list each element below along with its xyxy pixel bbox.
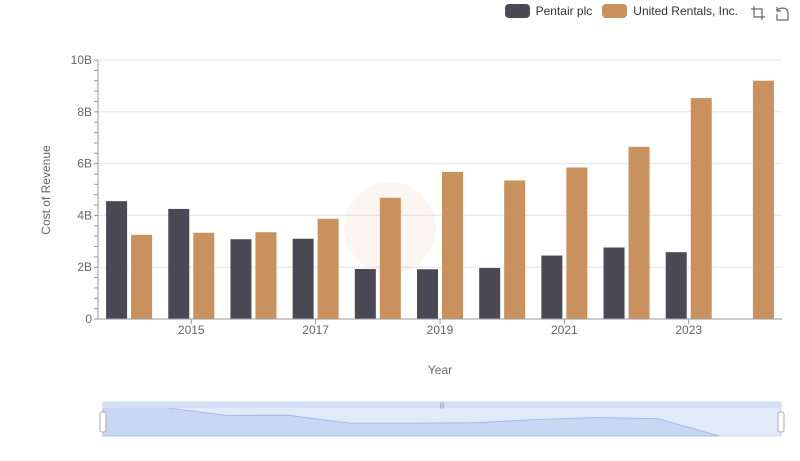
bar-pentair-2017[interactable] bbox=[292, 238, 314, 319]
y-tick-label: 10B bbox=[71, 53, 92, 67]
data-zoom-preview bbox=[102, 405, 720, 437]
bar-pentair-2020[interactable] bbox=[479, 267, 501, 319]
y-axis: 0 2B 4B 6B 8B 10B bbox=[71, 53, 99, 326]
legend-label-pentair: Pentair plc bbox=[535, 4, 593, 18]
legend-swatch-united-rentals bbox=[602, 4, 628, 18]
bar-united-rentals-2019[interactable] bbox=[442, 171, 463, 319]
zoom-area-icon[interactable] bbox=[750, 5, 766, 21]
bar-chart: 0 2B 4B 6B 8B 10B 2015 2017 2019 2021 2023 Cost o… bbox=[39, 53, 782, 377]
bar-pentair-2016[interactable] bbox=[230, 239, 252, 319]
bar-united-rentals-2023[interactable] bbox=[690, 98, 712, 319]
bar-pentair-2018[interactable] bbox=[354, 269, 376, 319]
x-axis-title: Year bbox=[428, 363, 452, 377]
x-tick-label: 2015 bbox=[178, 323, 205, 337]
data-zoom-grip-icon: ||| bbox=[440, 403, 445, 409]
legend-item-united-rentals[interactable]: United Rentals, Inc. bbox=[602, 4, 738, 18]
bar-pentair-2019[interactable] bbox=[417, 269, 438, 319]
bar-united-rentals-2015[interactable] bbox=[193, 232, 215, 319]
bars bbox=[106, 80, 774, 319]
data-zoom-handle-left[interactable] bbox=[99, 411, 107, 433]
y-tick-label: 2B bbox=[77, 260, 92, 274]
bar-pentair-2021[interactable] bbox=[541, 255, 563, 319]
bar-united-rentals-2020[interactable] bbox=[504, 180, 526, 319]
y-tick-label: 8B bbox=[77, 105, 92, 119]
zoom-reset-icon[interactable] bbox=[774, 5, 790, 21]
bar-united-rentals-2022[interactable] bbox=[628, 146, 650, 319]
bar-pentair-2022[interactable] bbox=[603, 247, 625, 319]
x-tick-label: 2017 bbox=[302, 323, 329, 337]
legend-item-pentair[interactable]: Pentair plc bbox=[504, 4, 593, 18]
x-tick-label: 2023 bbox=[675, 323, 702, 337]
bar-united-rentals-2017[interactable] bbox=[317, 218, 339, 319]
x-tick-label: 2019 bbox=[427, 323, 454, 337]
bar-united-rentals-2016[interactable] bbox=[255, 232, 277, 319]
bar-pentair-2015[interactable] bbox=[168, 208, 190, 319]
y-axis-title: Cost of Revenue bbox=[39, 145, 53, 235]
y-tick-label: 6B bbox=[77, 157, 92, 171]
data-zoom-selection[interactable] bbox=[103, 402, 781, 436]
data-zoom-track bbox=[102, 401, 782, 437]
chart-toolbox bbox=[750, 5, 790, 21]
data-zoom-move-handle[interactable] bbox=[103, 402, 781, 408]
legend-label-united-rentals: United Rentals, Inc. bbox=[633, 4, 738, 18]
bar-united-rentals-2021[interactable] bbox=[566, 167, 588, 319]
x-tick-label: 2021 bbox=[551, 323, 578, 337]
data-zoom-handle-right[interactable] bbox=[777, 411, 785, 433]
bar-united-rentals-2024[interactable] bbox=[752, 80, 774, 319]
y-tick-label: 0 bbox=[85, 312, 92, 326]
y-tick-label: 4B bbox=[77, 208, 92, 222]
bar-pentair-2023[interactable] bbox=[665, 252, 687, 319]
x-axis: 2015 2017 2019 2021 2023 bbox=[98, 318, 782, 337]
legend-swatch-pentair bbox=[504, 4, 530, 18]
bar-pentair-2014[interactable] bbox=[106, 201, 128, 319]
chart-legend: Pentair plc United Rentals, Inc. bbox=[504, 4, 738, 18]
bar-united-rentals-2018[interactable] bbox=[379, 197, 401, 319]
bar-united-rentals-2014[interactable] bbox=[131, 234, 153, 319]
